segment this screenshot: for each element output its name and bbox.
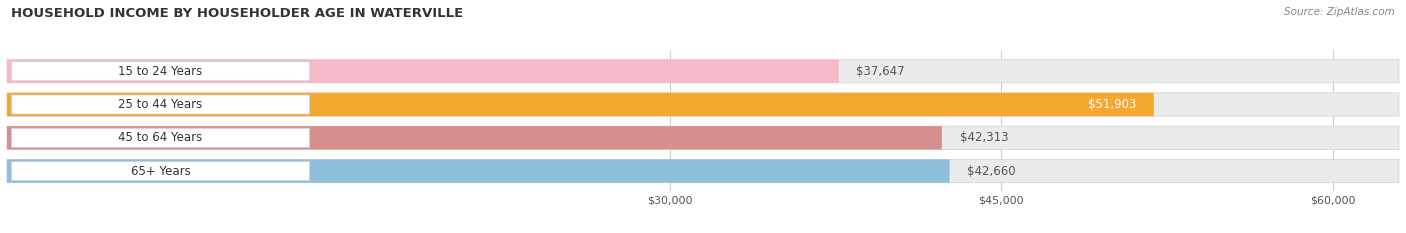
Text: 25 to 44 Years: 25 to 44 Years <box>118 98 202 111</box>
FancyBboxPatch shape <box>7 159 949 183</box>
FancyBboxPatch shape <box>7 126 1399 149</box>
FancyBboxPatch shape <box>7 126 942 149</box>
FancyBboxPatch shape <box>11 128 309 147</box>
FancyBboxPatch shape <box>7 60 1399 83</box>
Text: 15 to 24 Years: 15 to 24 Years <box>118 65 202 78</box>
FancyBboxPatch shape <box>11 161 309 181</box>
Text: $37,647: $37,647 <box>856 65 905 78</box>
Text: $42,313: $42,313 <box>959 131 1008 144</box>
Text: 45 to 64 Years: 45 to 64 Years <box>118 131 202 144</box>
FancyBboxPatch shape <box>11 95 309 114</box>
FancyBboxPatch shape <box>7 93 1154 116</box>
Text: Source: ZipAtlas.com: Source: ZipAtlas.com <box>1284 7 1395 17</box>
Text: $51,903: $51,903 <box>1088 98 1136 111</box>
FancyBboxPatch shape <box>7 159 1399 183</box>
FancyBboxPatch shape <box>11 62 309 81</box>
Text: 65+ Years: 65+ Years <box>131 164 190 178</box>
FancyBboxPatch shape <box>7 93 1399 116</box>
Text: $42,660: $42,660 <box>967 164 1017 178</box>
Text: HOUSEHOLD INCOME BY HOUSEHOLDER AGE IN WATERVILLE: HOUSEHOLD INCOME BY HOUSEHOLDER AGE IN W… <box>11 7 464 20</box>
FancyBboxPatch shape <box>7 60 839 83</box>
